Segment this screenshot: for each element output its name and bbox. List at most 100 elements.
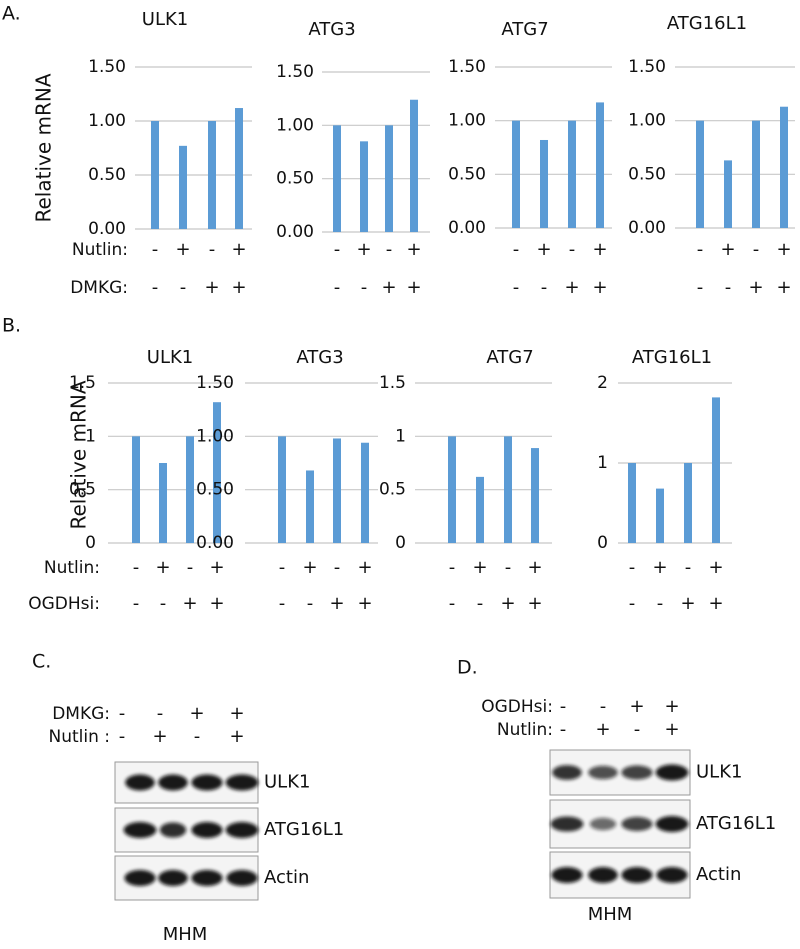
condition-sign: - — [449, 557, 456, 578]
blot-band — [158, 774, 188, 791]
condition-sign: + — [652, 557, 667, 578]
condition-sign: + — [182, 593, 197, 614]
condition-sign: - — [697, 239, 704, 260]
condition-sign: + — [720, 239, 735, 260]
y-axis-label: Relative mRNA — [32, 73, 56, 222]
condition-sign: + — [776, 277, 791, 298]
condition-sign: + — [664, 719, 679, 740]
bar — [531, 448, 539, 543]
condition-sign: + — [406, 277, 421, 298]
condition-sign: + — [229, 726, 244, 747]
bar — [696, 120, 704, 228]
condition-sign: - — [685, 557, 692, 578]
blot-band — [191, 822, 223, 838]
y-tick-label: 1.50 — [276, 62, 314, 82]
y-tick-label: 1.5 — [379, 373, 406, 393]
blot-band — [588, 867, 618, 883]
condition-sign: + — [231, 239, 246, 260]
bar — [476, 476, 484, 543]
y-tick-label: 0.50 — [88, 165, 126, 185]
condition-sign: + — [356, 239, 371, 260]
condition-label: Nutlin: — [497, 720, 553, 740]
y-tick-label: 0.00 — [88, 219, 126, 239]
blot-band — [159, 822, 187, 838]
chart-title: ATG16L1 — [632, 347, 712, 368]
panel-label: B. — [2, 315, 21, 337]
blot-band — [225, 774, 259, 791]
bar — [596, 102, 604, 228]
chart-title: ATG7 — [501, 19, 548, 40]
blot-label: Actin — [696, 864, 741, 885]
blot-label: ATG16L1 — [264, 819, 344, 840]
bar — [151, 121, 159, 229]
condition-sign: - — [133, 557, 140, 578]
blot-band — [191, 870, 223, 886]
bar — [132, 436, 140, 543]
condition-sign: - — [600, 696, 607, 717]
condition-sign: + — [209, 557, 224, 578]
y-tick-label: 0.50 — [276, 169, 314, 189]
bar — [306, 470, 314, 543]
condition-sign: - — [209, 239, 216, 260]
bar — [448, 436, 456, 543]
bar — [360, 141, 368, 232]
blot-band — [125, 774, 155, 791]
blot-band — [551, 867, 583, 883]
chart-title: ULK1 — [142, 9, 188, 30]
blot-band — [550, 816, 584, 832]
blot-band — [655, 816, 689, 832]
bar — [512, 120, 520, 228]
cell-line-label: MHM — [163, 924, 208, 945]
condition-sign: - — [152, 277, 159, 298]
blot-band — [225, 822, 259, 838]
condition-sign: + — [209, 593, 224, 614]
y-tick-label: 1.50 — [88, 57, 126, 77]
condition-sign: + — [472, 557, 487, 578]
bar — [568, 120, 576, 228]
y-tick-label: 0.5 — [379, 480, 406, 500]
condition-label: Nutlin: — [44, 558, 100, 578]
bar — [159, 463, 167, 543]
condition-label: OGDHsi: — [28, 594, 100, 614]
condition-sign: - — [361, 277, 368, 298]
bar — [712, 397, 720, 543]
condition-label: DMKG: — [52, 704, 110, 724]
condition-sign: - — [753, 239, 760, 260]
condition-sign: - — [541, 277, 548, 298]
blot-label: ATG16L1 — [696, 813, 776, 834]
blot-band — [621, 816, 653, 832]
condition-sign: - — [725, 277, 732, 298]
condition-sign: + — [357, 593, 372, 614]
condition-sign: - — [334, 557, 341, 578]
condition-sign: + — [680, 593, 695, 614]
y-tick-label: 2 — [597, 373, 608, 393]
y-tick-label: 1.00 — [88, 111, 126, 131]
y-tick-label: 1.50 — [628, 57, 666, 77]
condition-sign: - — [513, 239, 520, 260]
condition-sign: + — [595, 719, 610, 740]
condition-sign: - — [629, 557, 636, 578]
condition-sign: - — [629, 593, 636, 614]
panel-label: C. — [32, 651, 51, 673]
bar — [684, 463, 692, 543]
condition-sign: - — [160, 593, 167, 614]
chart-title: ULK1 — [147, 347, 193, 368]
bar — [235, 108, 243, 229]
condition-sign: - — [307, 593, 314, 614]
condition-sign: + — [708, 593, 723, 614]
blot-band — [588, 765, 618, 780]
bar — [724, 160, 732, 228]
condition-sign: + — [664, 696, 679, 717]
condition-sign: - — [334, 239, 341, 260]
bar — [504, 436, 512, 543]
y-tick-label: 1.50 — [196, 373, 234, 393]
y-tick-label: 1.50 — [448, 57, 486, 77]
condition-label: DMKG: — [70, 278, 128, 298]
bar — [213, 402, 221, 543]
y-tick-label: 1.5 — [69, 373, 96, 393]
condition-sign: + — [204, 277, 219, 298]
bar — [540, 139, 548, 228]
condition-sign: + — [776, 239, 791, 260]
condition-sign: + — [500, 593, 515, 614]
